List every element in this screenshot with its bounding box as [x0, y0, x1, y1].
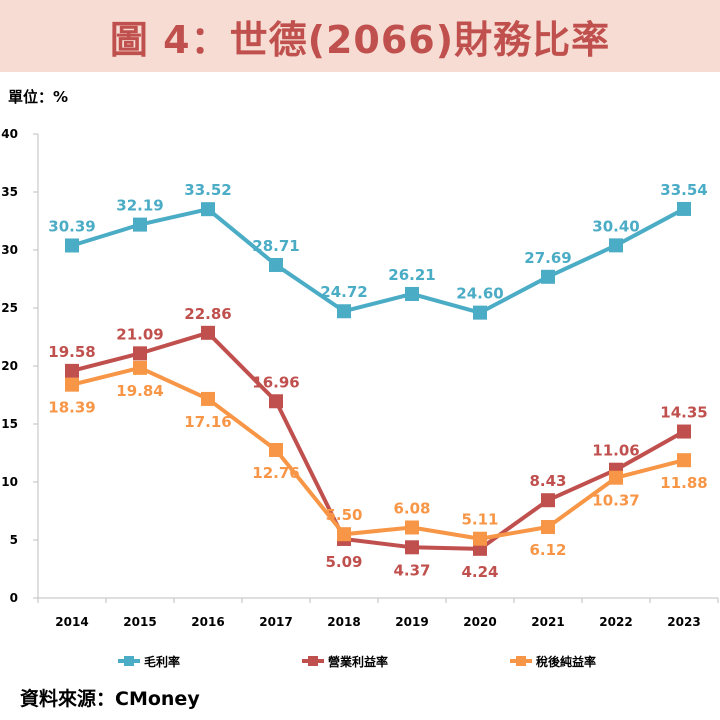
data-point: [473, 305, 487, 320]
data-label: 5.09: [325, 553, 362, 571]
data-label: 4.37: [393, 561, 430, 579]
y-tick-label: 35: [1, 185, 18, 199]
y-tick-label: 0: [10, 591, 18, 605]
data-label: 4.24: [461, 563, 498, 581]
data-point: [405, 286, 419, 301]
data-point: [201, 391, 215, 406]
data-label: 30.39: [48, 217, 95, 235]
data-point: [609, 470, 623, 485]
data-label: 30.40: [592, 217, 639, 235]
data-point: [541, 269, 555, 284]
data-label: 33.54: [660, 181, 707, 199]
data-point: [201, 202, 215, 217]
data-label: 12.76: [252, 464, 299, 482]
data-point: [201, 325, 215, 340]
data-label: 17.16: [184, 413, 231, 431]
legend-label: 毛利率: [144, 654, 180, 669]
data-point: [133, 360, 147, 375]
x-tick-label: 2020: [463, 615, 496, 629]
data-label: 26.21: [388, 266, 435, 284]
data-label: 8.43: [529, 472, 566, 490]
data-point: [65, 363, 79, 378]
x-tick-label: 2014: [55, 615, 88, 629]
data-label: 27.69: [524, 249, 571, 267]
data-label: 10.37: [592, 492, 639, 510]
data-point: [133, 217, 147, 232]
data-label: 5.50: [325, 506, 362, 524]
data-point: [269, 394, 283, 409]
data-label: 21.09: [116, 325, 163, 343]
x-tick-label: 2015: [123, 615, 156, 629]
data-point: [405, 520, 419, 535]
data-label: 18.39: [48, 399, 95, 417]
data-label: 19.84: [116, 382, 163, 400]
data-point: [677, 453, 691, 468]
x-tick-label: 2016: [191, 615, 224, 629]
legend-marker: [516, 656, 526, 666]
y-tick-label: 25: [1, 301, 18, 315]
data-point: [541, 493, 555, 508]
data-label: 33.52: [184, 181, 231, 199]
data-label: 22.86: [184, 305, 231, 323]
data-point: [541, 520, 555, 535]
data-label: 32.19: [116, 197, 163, 215]
legend-marker: [124, 656, 134, 666]
data-point: [677, 201, 691, 216]
series-line-3: [71, 365, 685, 541]
series-line-1: [71, 207, 685, 315]
data-point: [269, 257, 283, 272]
data-label: 19.58: [48, 343, 95, 361]
unit-label: 單位：%: [8, 88, 69, 106]
legend-label: 營業利益率: [328, 654, 388, 669]
chart-title: 圖 4：世德(2066)財務比率: [109, 17, 611, 62]
data-point: [133, 346, 147, 361]
data-point: [405, 540, 419, 555]
data-point: [677, 424, 691, 439]
series-line-2: [71, 330, 685, 551]
legend-marker: [308, 656, 318, 666]
data-label: 14.35: [660, 404, 707, 422]
data-label: 11.06: [592, 442, 639, 460]
data-label: 28.71: [252, 237, 299, 255]
x-tick-label: 2019: [395, 615, 428, 629]
data-point: [65, 238, 79, 253]
title-bar: 圖 4：世德(2066)財務比率: [0, 0, 720, 72]
line-chart: 0 5 10 15 20 25 30 35 40 2014 2015 2016 2017 2018 2019…: [1, 127, 719, 669]
data-label: 6.08: [393, 499, 430, 517]
data-point: [337, 527, 351, 542]
y-tick-label: 15: [1, 417, 18, 431]
y-tick-label: 20: [1, 359, 18, 373]
data-point: [337, 304, 351, 319]
source-label: 資料來源：CMoney: [20, 688, 200, 710]
data-point: [609, 238, 623, 253]
data-label: 16.96: [252, 373, 299, 391]
x-tick-label: 2018: [327, 615, 360, 629]
x-tick-label: 2021: [531, 615, 564, 629]
data-label: 11.88: [660, 474, 707, 492]
data-point: [269, 442, 283, 457]
data-label: 24.60: [456, 285, 503, 303]
data-label: 5.11: [461, 511, 498, 529]
x-tick-label: 2022: [599, 615, 632, 629]
data-label: 6.12: [529, 541, 566, 559]
y-tick-label: 10: [1, 475, 18, 489]
x-tick-label: 2023: [667, 615, 700, 629]
data-label: 24.72: [320, 283, 367, 301]
x-tick-label: 2017: [259, 615, 292, 629]
legend-label: 稅後純益率: [536, 654, 596, 669]
y-tick-label: 5: [10, 533, 18, 547]
y-tick-label: 30: [1, 243, 18, 257]
y-tick-label: 40: [1, 127, 18, 141]
data-point: [473, 531, 487, 546]
data-point: [65, 377, 79, 392]
